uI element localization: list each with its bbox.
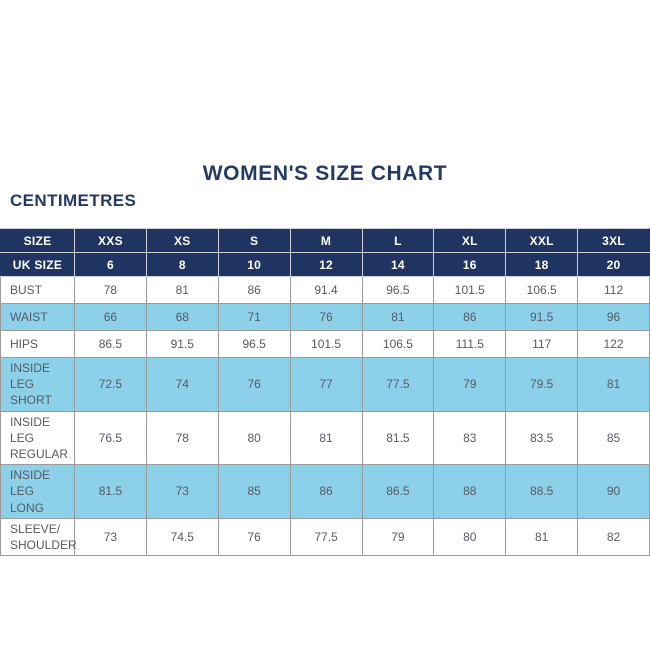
- size-header-row: SIZE XXS XS S M L XL XXL 3XL: [0, 228, 650, 253]
- uk-size-value: 14: [361, 252, 435, 277]
- column-header-size: SIZE: [0, 228, 75, 253]
- measurement-value: 76: [217, 357, 291, 412]
- measurement-value: 72.5: [74, 357, 147, 412]
- measurement-value: 82: [577, 517, 650, 557]
- measurement-value: 91.4: [289, 276, 363, 304]
- measurement-row: BUST 78 81 86 91.4 96.5 101.5 106.5 112: [0, 276, 650, 304]
- measurement-value: 79: [361, 517, 435, 557]
- uk-size-value: 12: [289, 252, 363, 277]
- measurement-value: 81: [577, 357, 650, 412]
- measurement-value: 88.5: [505, 464, 579, 519]
- row-label: INSIDE LEG REGULAR: [0, 410, 75, 466]
- measurement-value: 91.5: [145, 330, 219, 358]
- row-label: BUST: [0, 276, 75, 304]
- measurement-value: 81: [361, 303, 435, 331]
- column-header-l: L: [361, 228, 435, 253]
- uk-size-value: 16: [433, 252, 507, 277]
- measurement-value: 79.5: [505, 357, 579, 412]
- measurement-value: 77: [289, 357, 363, 412]
- unit-label: CENTIMETRES: [10, 191, 137, 210]
- measurement-value: 86: [289, 464, 363, 519]
- measurement-row: WAIST 66 68 71 76 81 86 91.5 96: [0, 303, 650, 331]
- column-header-xs: XS: [145, 228, 219, 253]
- measurement-value: 81.5: [74, 464, 147, 519]
- measurement-value: 111.5: [433, 330, 507, 358]
- measurement-value: 106.5: [505, 276, 579, 304]
- measurement-value: 122: [577, 330, 650, 358]
- column-header-s: S: [217, 228, 291, 253]
- measurement-value: 77.5: [361, 357, 435, 412]
- column-header-xxl: XXL: [505, 228, 579, 253]
- row-label: INSIDE LEG SHORT: [0, 357, 75, 412]
- measurement-value: 85: [217, 464, 291, 519]
- uk-size-value: 20: [577, 252, 650, 277]
- measurement-value: 79: [433, 357, 507, 412]
- uk-size-value: 6: [74, 252, 147, 277]
- measurement-value: 74: [145, 357, 219, 412]
- measurement-value: 68: [145, 303, 219, 331]
- uk-size-row: UK SIZE 6 8 10 12 14 16 18 20: [0, 252, 650, 277]
- measurement-value: 73: [145, 464, 219, 519]
- measurement-value: 96.5: [361, 276, 435, 304]
- measurement-value: 86: [217, 276, 291, 304]
- measurement-value: 78: [74, 276, 147, 304]
- measurement-value: 71: [217, 303, 291, 331]
- row-label: SLEEVE/ SHOULDER: [0, 517, 77, 557]
- measurement-value: 96: [577, 303, 650, 331]
- row-label: WAIST: [0, 303, 75, 331]
- uk-size-value: 8: [145, 252, 219, 277]
- measurement-value: 83.5: [505, 410, 579, 466]
- uk-size-label: UK SIZE: [0, 252, 75, 277]
- measurement-value: 90: [577, 464, 650, 519]
- column-header-3xl: 3XL: [577, 228, 650, 253]
- measurement-value: 85: [577, 410, 650, 466]
- measurement-value: 81: [505, 517, 579, 557]
- measurement-value: 78: [145, 410, 219, 466]
- uk-size-value: 18: [505, 252, 579, 277]
- measurement-value: 88: [433, 464, 507, 519]
- measurement-value: 86: [433, 303, 507, 331]
- measurement-value: 81.5: [361, 410, 435, 466]
- measurement-value: 81: [145, 276, 219, 304]
- measurement-row: INSIDE LEG REGULAR 76.5 78 80 81 81.5 83 83.5 85: [0, 410, 650, 466]
- measurement-value: 101.5: [433, 276, 507, 304]
- measurement-value: 66: [74, 303, 147, 331]
- measurement-value: 86.5: [361, 464, 435, 519]
- measurement-value: 76.5: [74, 410, 147, 466]
- measurement-value: 81: [289, 410, 363, 466]
- uk-size-value: 10: [217, 252, 291, 277]
- measurement-value: 80: [433, 517, 507, 557]
- column-header-xxs: XXS: [74, 228, 147, 253]
- measurement-value: 101.5: [289, 330, 363, 358]
- measurement-value: 106.5: [361, 330, 435, 358]
- measurement-row: INSIDE LEG SHORT 72.5 74 76 77 77.5 79 79.5 81: [0, 357, 650, 412]
- measurement-value: 86.5: [74, 330, 147, 358]
- row-label: HIPS: [0, 330, 75, 358]
- size-chart-table: SIZE XXS XS S M L XL XXL 3XL UK SIZE 6 8 10 12 14 16 18…: [0, 228, 650, 557]
- measurement-value: 74.5: [145, 517, 219, 557]
- page-title: WOMEN'S SIZE CHART: [202, 162, 448, 186]
- measurement-value: 112: [577, 276, 650, 304]
- measurement-value: 117: [505, 330, 579, 358]
- measurement-value: 91.5: [505, 303, 579, 331]
- measurement-value: 77.5: [289, 517, 363, 557]
- measurement-value: 76: [217, 517, 291, 557]
- measurement-row: INSIDE LEG LONG 81.5 73 85 86 86.5 88 88.5 90: [0, 464, 650, 519]
- measurement-row: SLEEVE/ SHOULDER 73 74.5 76 77.5 79 80 81 82: [0, 517, 650, 557]
- measurement-value: 80: [217, 410, 291, 466]
- measurement-row: HIPS 86.5 91.5 96.5 101.5 106.5 111.5 117 122: [0, 330, 650, 358]
- row-label: INSIDE LEG LONG: [0, 464, 75, 519]
- column-header-m: M: [289, 228, 363, 253]
- measurement-value: 96.5: [217, 330, 291, 358]
- measurement-value: 76: [289, 303, 363, 331]
- measurement-value: 83: [433, 410, 507, 466]
- column-header-xl: XL: [433, 228, 507, 253]
- measurement-value: 73: [74, 517, 147, 557]
